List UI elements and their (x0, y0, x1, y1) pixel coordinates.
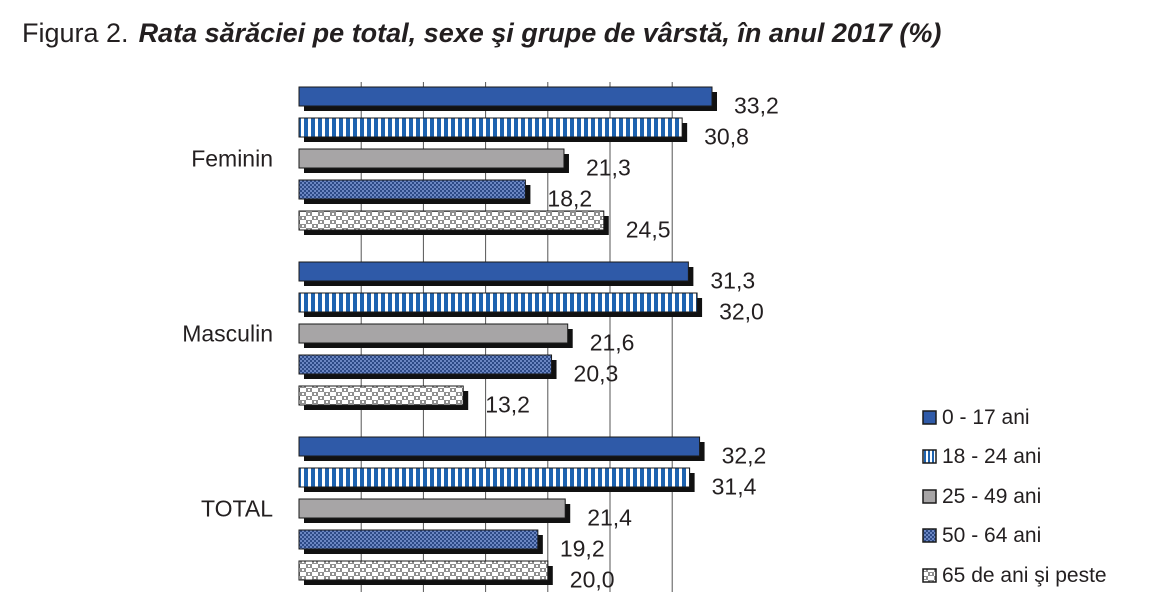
data-label: 31,3 (710, 268, 755, 294)
legend-label: 0 - 17 ani (942, 405, 1030, 429)
data-label: 20,0 (570, 567, 615, 593)
legend-label: 18 - 24 ani (942, 445, 1042, 469)
bar (298, 529, 539, 550)
chart-legend: 0 - 17 ani 18 - 24 ani 25 - 49 ani 50 - 64 … (922, 398, 1107, 596)
bar (298, 436, 701, 457)
legend-swatch (922, 489, 937, 504)
bar (298, 467, 691, 488)
bar (298, 323, 569, 344)
figure-caption: Rata sărăciei pe total, sexe şi grupe de… (138, 18, 942, 48)
legend-item: 25 - 49 ani (922, 477, 1107, 517)
legend-item: 65 de ani şi peste (922, 556, 1107, 596)
data-label: 32,0 (719, 299, 764, 325)
data-label: 13,2 (485, 392, 530, 418)
data-label: 31,4 (712, 474, 757, 500)
legend-label: 25 - 49 ani (942, 484, 1042, 508)
bar (298, 292, 698, 313)
legend-item: 18 - 24 ani (922, 438, 1107, 478)
legend-label: 65 de ani şi peste (942, 563, 1107, 587)
legend-item: 0 - 17 ani (922, 398, 1107, 438)
figure-number: Figura 2. (22, 18, 129, 48)
data-label: 32,2 (722, 443, 767, 469)
legend-swatch (922, 568, 937, 583)
bar (298, 86, 713, 107)
data-label: 21,3 (586, 155, 631, 181)
data-label: 18,2 (547, 186, 592, 212)
category-label: Feminin (191, 146, 273, 172)
figure-title: Figura 2. Rata sărăciei pe total, sexe şi… (22, 18, 941, 49)
bar (298, 148, 565, 169)
bar (298, 560, 549, 581)
data-label: 30,8 (704, 124, 749, 150)
data-label: 21,4 (587, 505, 632, 531)
legend-swatch (922, 410, 937, 425)
data-label: 33,2 (734, 93, 779, 119)
bar (298, 117, 683, 138)
category-label: TOTAL (201, 496, 273, 522)
bar (298, 385, 464, 406)
data-label: 20,3 (574, 361, 619, 387)
bar (298, 179, 526, 200)
legend-item: 50 - 64 ani (922, 517, 1107, 557)
category-label: Masculin (182, 321, 273, 347)
bar (298, 354, 553, 375)
legend-swatch (922, 449, 937, 464)
data-label: 19,2 (560, 536, 605, 562)
data-label: 21,6 (590, 330, 635, 356)
bar (298, 210, 605, 231)
bar (298, 498, 566, 519)
legend-swatch (922, 528, 937, 543)
data-label: 24,5 (626, 217, 671, 243)
bar (298, 261, 689, 282)
legend-label: 50 - 64 ani (942, 524, 1042, 548)
